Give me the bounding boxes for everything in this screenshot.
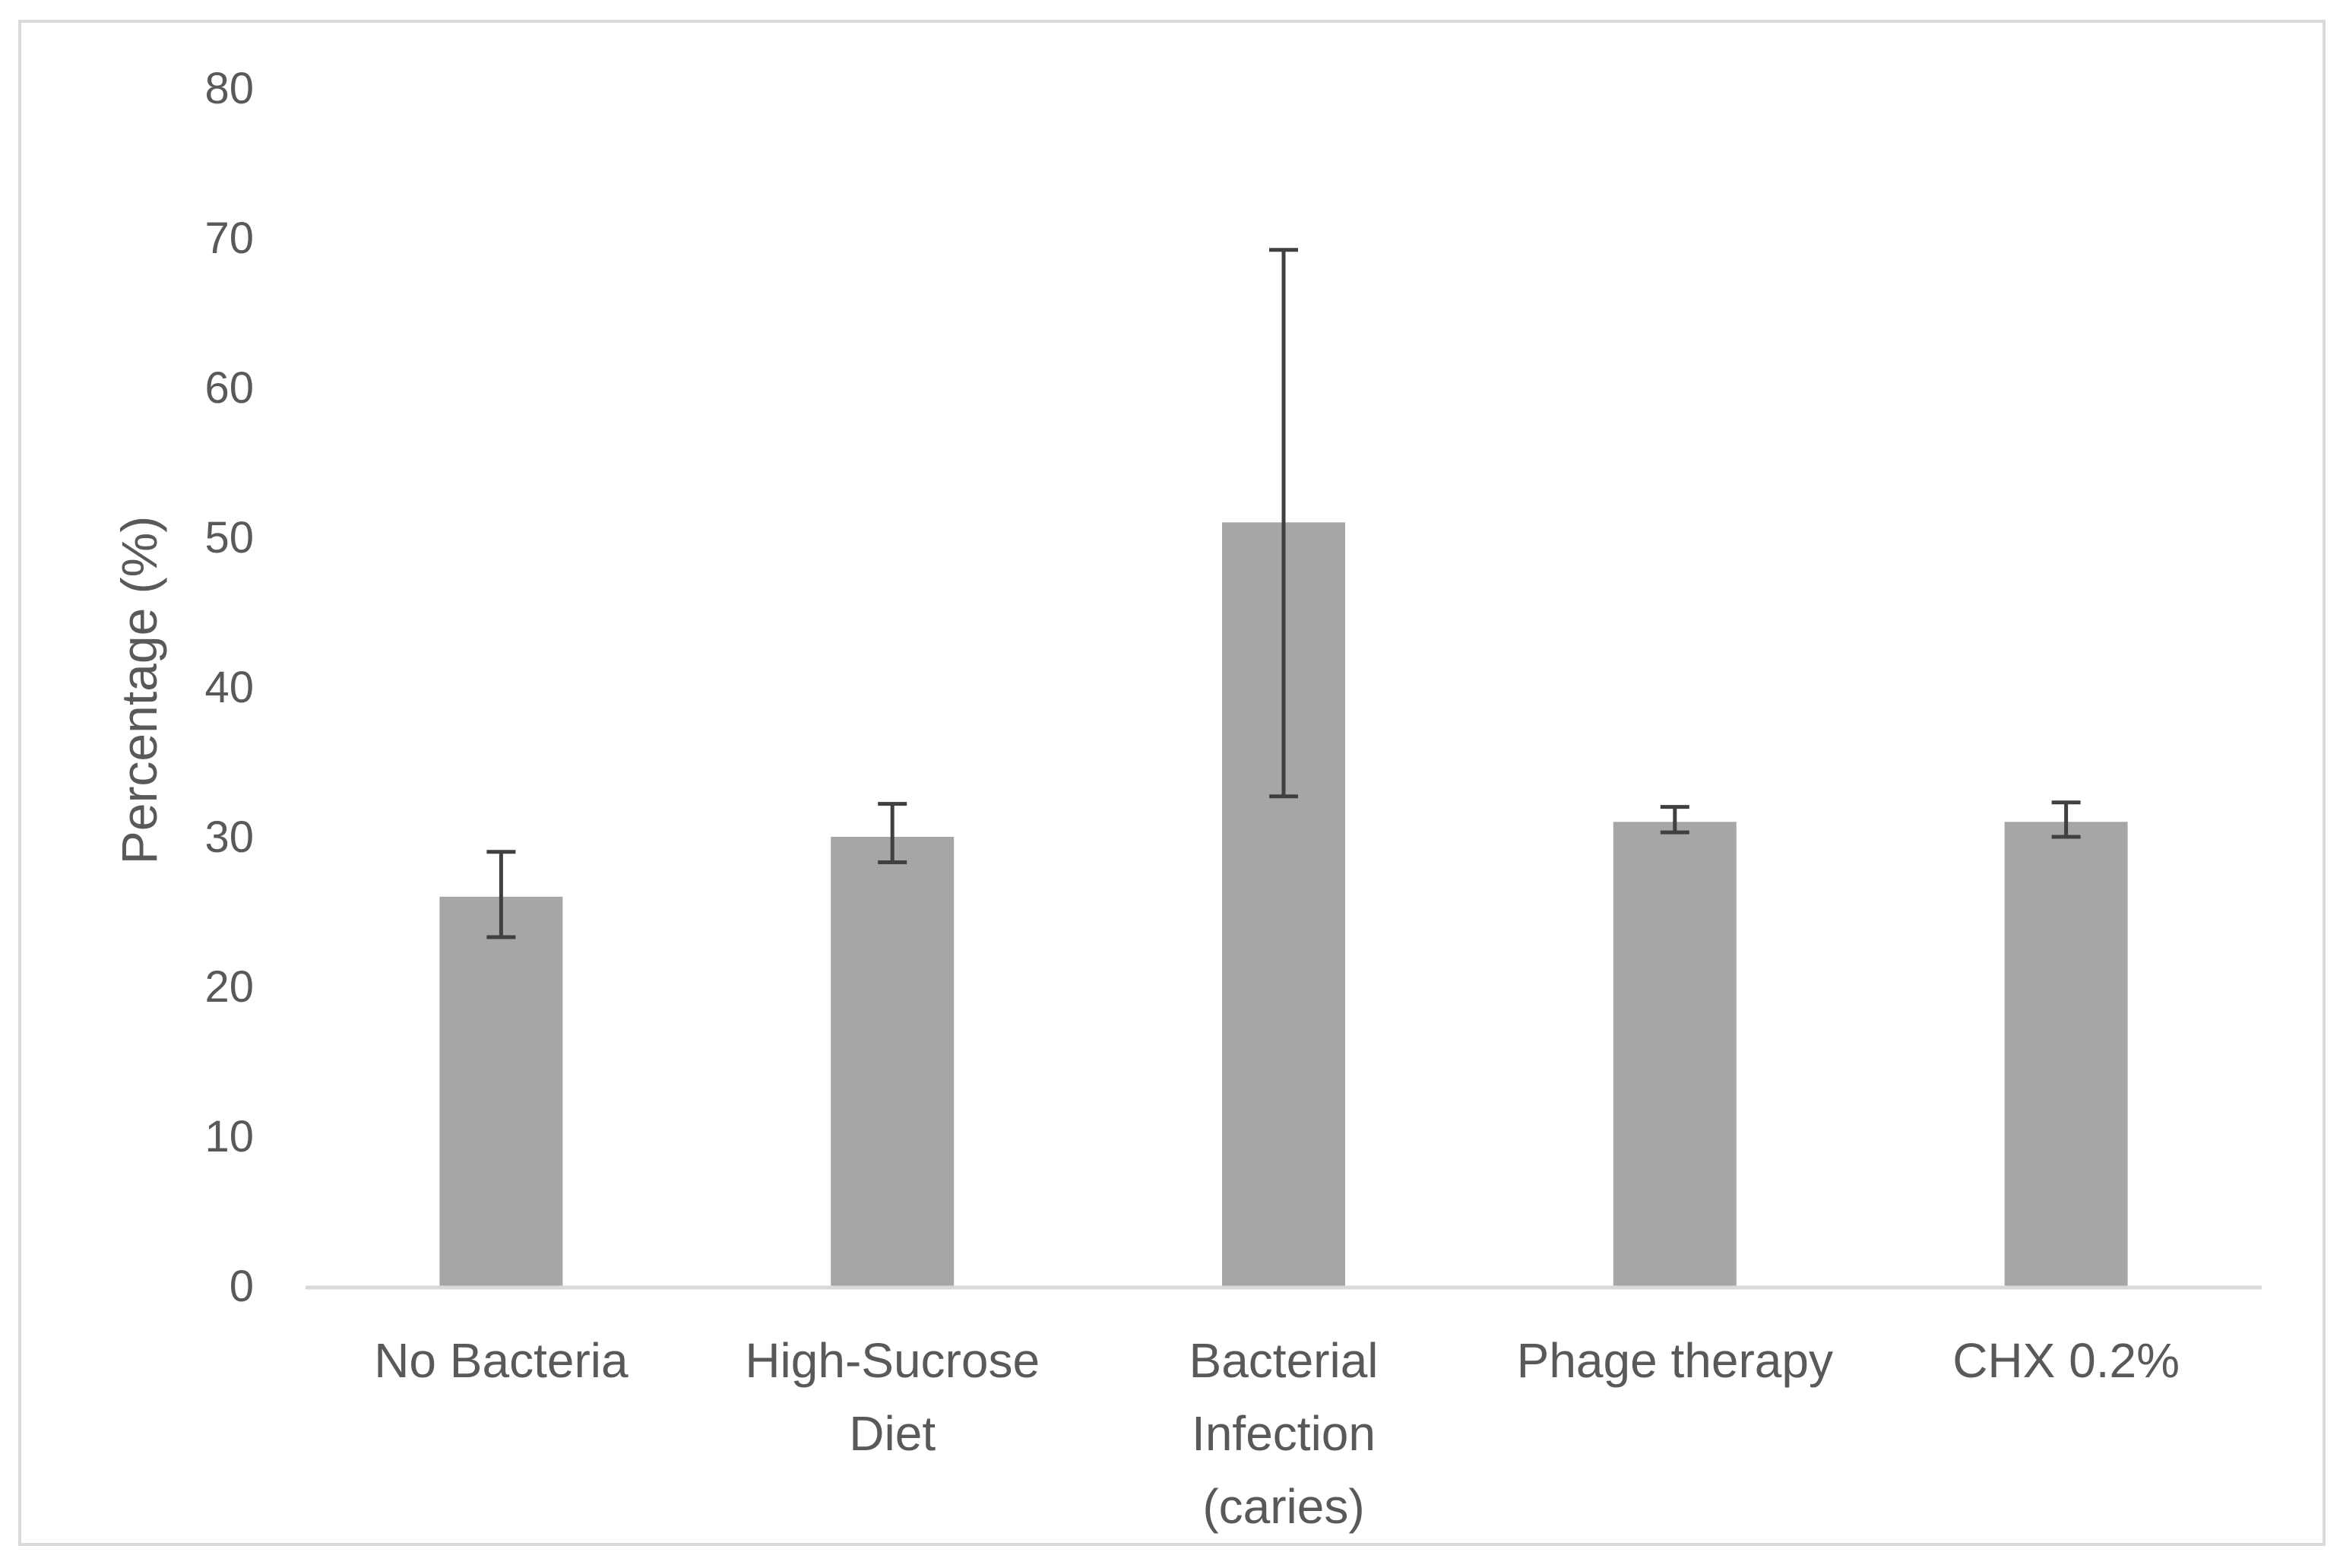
bar bbox=[439, 896, 563, 1286]
y-tick-label: 40 bbox=[204, 663, 254, 712]
y-tick-label: 50 bbox=[204, 513, 254, 562]
y-tick-label: 80 bbox=[204, 64, 254, 113]
error-bar bbox=[2051, 800, 2081, 839]
bar bbox=[1613, 822, 1737, 1286]
x-category-label: CHX 0.2% bbox=[1952, 1333, 2180, 1388]
bar bbox=[2004, 822, 2128, 1286]
x-category-label: Bacterial Infection (caries) bbox=[1189, 1333, 1379, 1534]
x-category-label: No Bacteria bbox=[374, 1333, 629, 1388]
bars bbox=[439, 522, 2128, 1286]
error-bar bbox=[486, 850, 516, 939]
y-axis-title: Percentage (%) bbox=[111, 516, 167, 865]
y-tick-label: 30 bbox=[204, 813, 254, 862]
y-tick-label: 0 bbox=[230, 1262, 254, 1311]
chart-frame bbox=[18, 20, 2326, 1546]
error-bar bbox=[1269, 248, 1298, 799]
error-bar bbox=[1660, 805, 1689, 835]
y-tick-label: 20 bbox=[204, 962, 254, 1012]
bar bbox=[831, 837, 955, 1286]
y-tick-label: 10 bbox=[204, 1112, 254, 1161]
error-bars bbox=[486, 248, 2081, 939]
error-bar bbox=[878, 802, 907, 864]
x-category-label: Phage therapy bbox=[1517, 1333, 1833, 1388]
category-labels: No Bacteria High-Sucrose Diet Bacterial Infe… bbox=[374, 1333, 2180, 1534]
y-tick-label: 70 bbox=[204, 214, 254, 263]
y-tick-label: 60 bbox=[204, 363, 254, 413]
y-axis-ticks: 0 10 20 30 40 50 60 70 80 bbox=[204, 64, 254, 1311]
x-category-label: High-Sucrose Diet bbox=[745, 1333, 1040, 1461]
